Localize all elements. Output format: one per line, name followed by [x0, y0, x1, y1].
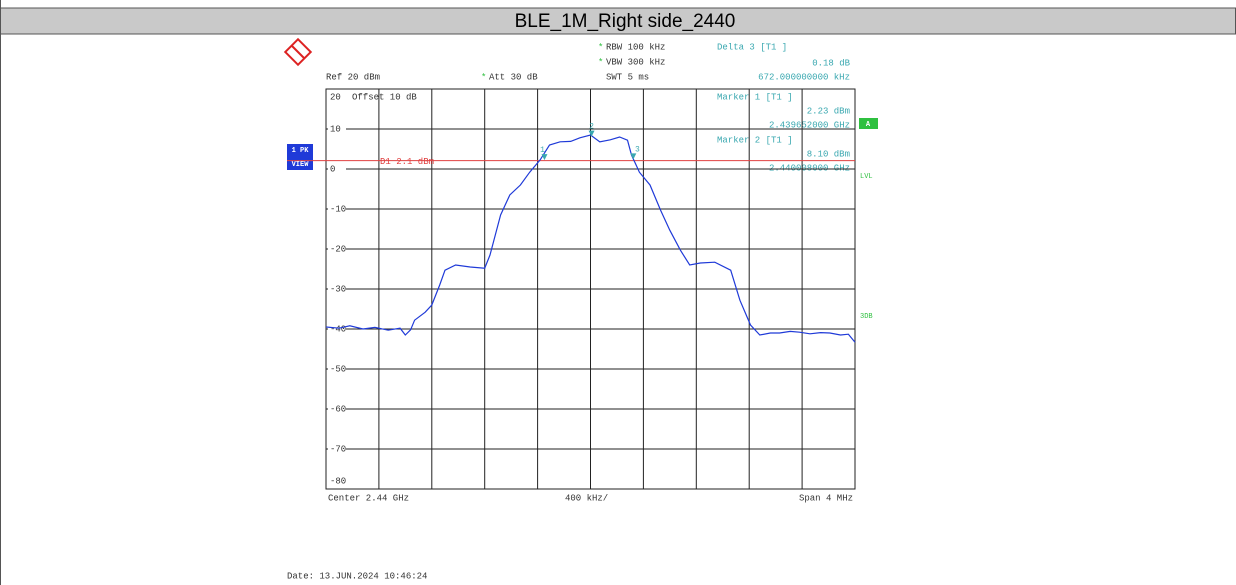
star: *	[598, 57, 603, 67]
y-tick-label: -60	[330, 404, 346, 414]
tick-bg	[328, 404, 346, 414]
tick-bg	[328, 204, 346, 214]
marker-label: 2	[589, 123, 594, 132]
marker-title: Marker 2 [T1 ]	[717, 135, 793, 145]
y-tick-label: -50	[330, 364, 346, 374]
display-line-label: D1 2.1 dBm	[380, 157, 434, 167]
span: Span 4 MHz	[799, 493, 853, 503]
vbw: VBW 300 kHz	[606, 57, 665, 67]
trace	[325, 134, 856, 343]
marker-title: Marker 1 [T1 ]	[717, 92, 793, 102]
marker-label: 1	[540, 146, 545, 155]
marker	[630, 153, 637, 160]
tick-bg	[328, 284, 346, 294]
tick-bg	[328, 92, 346, 102]
y-tick-label: -80	[330, 476, 346, 486]
att: Att 30 dB	[489, 72, 538, 82]
marker	[588, 130, 595, 137]
date: Date: 13.JUN.2024 10:46:24	[287, 571, 427, 581]
tick-bg	[328, 324, 346, 334]
division: 400 kHz/	[565, 493, 608, 503]
delta-freq: 672.000000000 kHz	[758, 72, 850, 82]
y-tick-label: 0	[330, 164, 335, 174]
center: Center 2.44 GHz	[328, 493, 409, 503]
marker-level: 2.23 dBm	[807, 106, 850, 116]
trace-label: 1 PK	[292, 147, 310, 155]
y-tick-label: -70	[330, 444, 346, 454]
y-tick-label: 10	[330, 124, 341, 134]
tick-bg	[328, 164, 346, 174]
y-tick-label: -10	[330, 204, 346, 214]
a-label: A	[866, 121, 871, 129]
star: *	[481, 72, 486, 82]
y-tick-label: 20	[330, 92, 341, 102]
rs-logo	[283, 37, 313, 67]
delta-level: 0.18 dB	[812, 58, 850, 68]
rbw: RBW 100 kHz	[606, 42, 665, 52]
y-tick-label: -30	[330, 284, 346, 294]
trace-box	[287, 144, 313, 170]
chart-title: BLE_1M_Right side_2440	[515, 11, 736, 32]
tick-bg	[328, 364, 346, 374]
lvl-label: LVL	[860, 173, 873, 181]
marker-level: 8.10 dBm	[807, 149, 850, 159]
ref: Ref 20 dBm	[326, 72, 380, 82]
y-tick-label: -20	[330, 244, 346, 254]
trace-label: VIEW	[292, 161, 310, 169]
tick-bg	[328, 124, 346, 134]
marker-freq: 2.440008000 GHz	[769, 163, 850, 173]
y-tick-label: -40	[330, 324, 346, 334]
marker-label: 3	[635, 145, 640, 154]
marker	[541, 154, 548, 161]
star: *	[598, 42, 603, 52]
tick-bg	[328, 476, 346, 486]
tick-bg	[328, 244, 346, 254]
a-box	[859, 118, 878, 129]
offset: Offset 10 dB	[352, 92, 417, 102]
swt: SWT 5 ms	[606, 72, 649, 82]
tick-bg	[328, 444, 346, 454]
3db-label: 3DB	[860, 313, 873, 321]
delta-title: Delta 3 [T1 ]	[717, 42, 787, 52]
marker-freq: 2.439652000 GHz	[769, 120, 850, 130]
